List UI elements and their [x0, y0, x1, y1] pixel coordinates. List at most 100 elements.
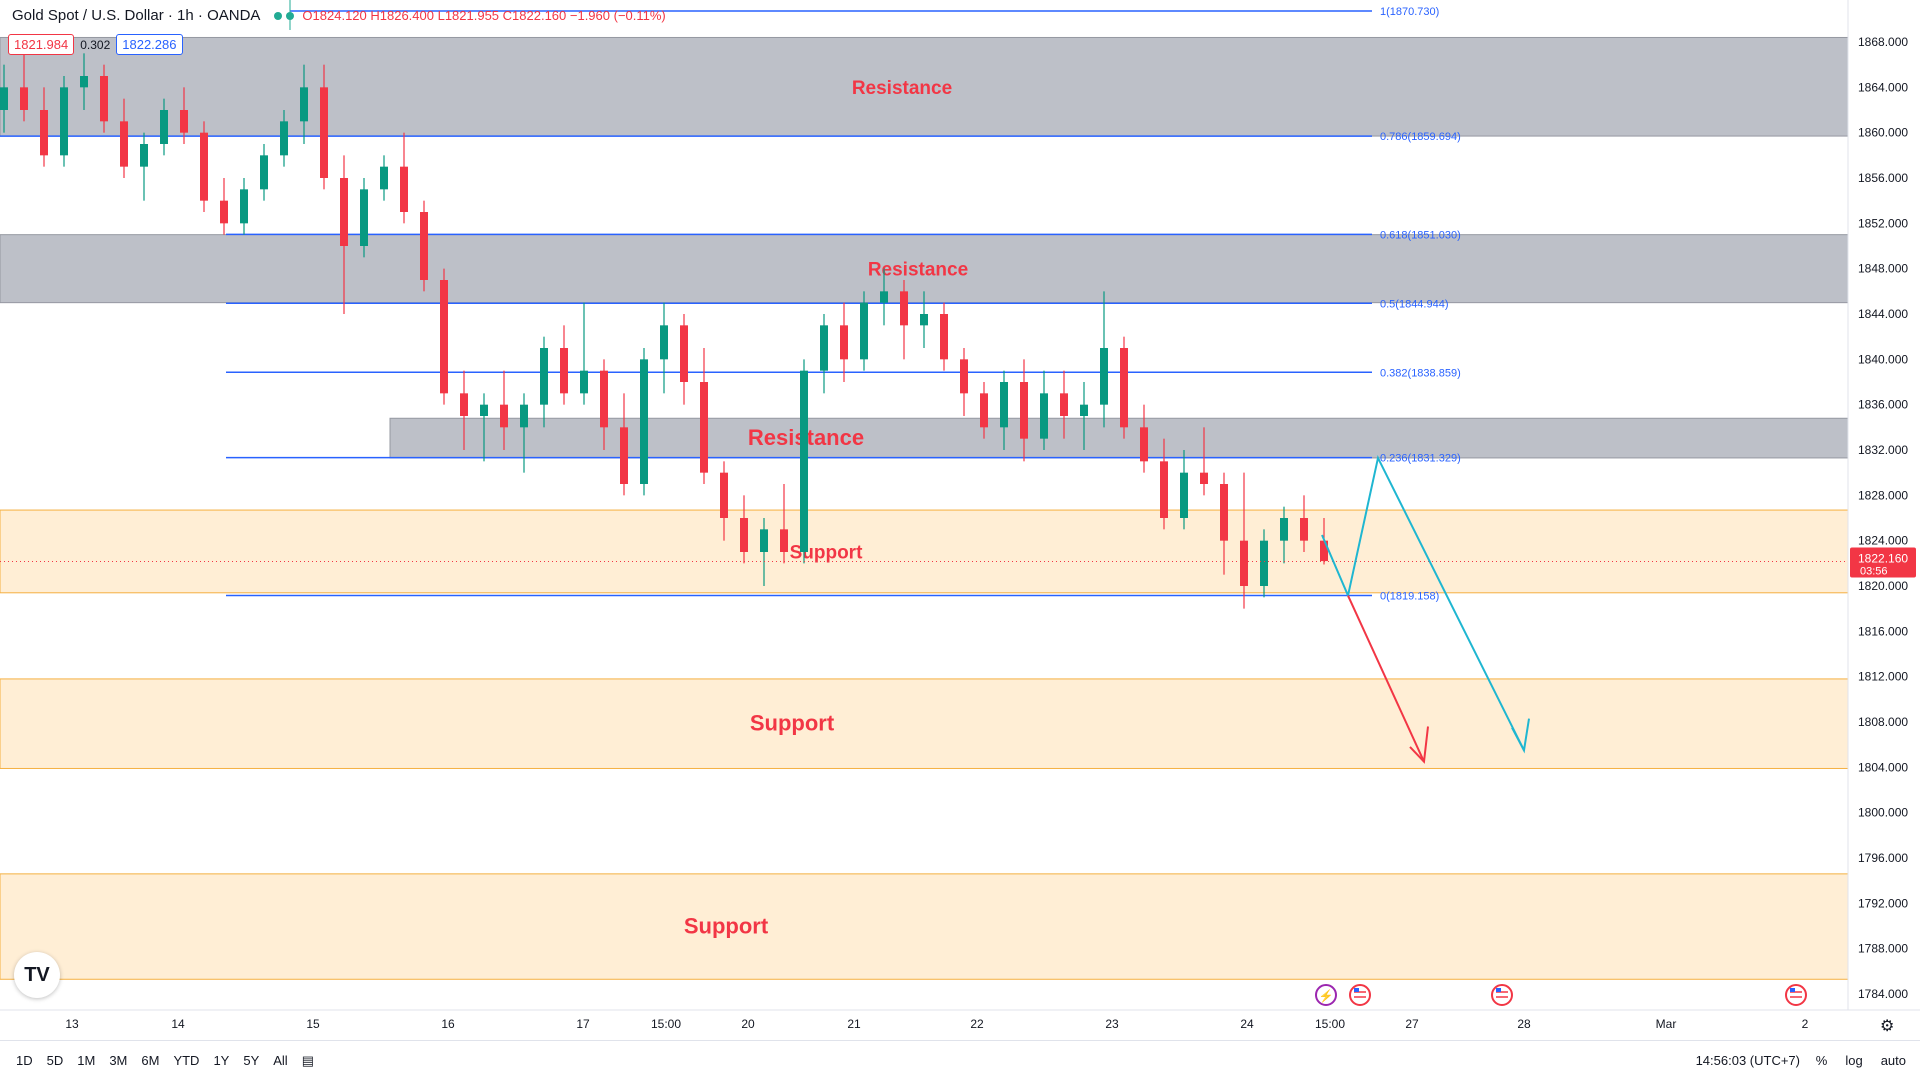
- fib-label: 0.786(1859.694): [1380, 131, 1461, 143]
- candle: [1280, 506, 1288, 564]
- zone-label: Resistance: [852, 78, 952, 99]
- candle: [60, 76, 68, 167]
- candle: [420, 200, 428, 292]
- lightning-glyph: ⚡: [1319, 989, 1334, 1003]
- timeframe-6m[interactable]: 6M: [141, 1053, 160, 1068]
- candle: [780, 484, 788, 564]
- timeframe-1m[interactable]: 1M: [77, 1053, 96, 1068]
- price-tick-label: 1808.000: [1858, 715, 1908, 729]
- zone-label: Support: [750, 711, 835, 736]
- timeframe-5d[interactable]: 5D: [46, 1053, 64, 1068]
- candle: [200, 121, 208, 212]
- candle: [1220, 472, 1228, 575]
- buy-price-button[interactable]: 1822.286: [116, 34, 183, 55]
- candle-body: [240, 189, 248, 224]
- candle-body: [920, 314, 928, 326]
- candle: [1020, 359, 1028, 462]
- time-tick-label: 15:00: [651, 1017, 681, 1031]
- candle-body: [1240, 540, 1248, 586]
- candle-body: [1180, 472, 1188, 518]
- time-tick-label: 15: [306, 1017, 320, 1031]
- chart-header: Gold Spot / U.S. Dollar · 1h · OANDA O18…: [12, 7, 666, 24]
- candle-body: [960, 359, 968, 394]
- candle: [620, 393, 628, 496]
- zone-support: [0, 678, 1849, 769]
- auto-scale-toggle[interactable]: auto: [1880, 1053, 1906, 1068]
- candle-body: [1140, 427, 1148, 462]
- candle: [1240, 472, 1248, 609]
- candle-body: [180, 110, 188, 133]
- price-tick-label: 1828.000: [1858, 488, 1908, 502]
- candle: [180, 87, 188, 144]
- candle-body: [300, 87, 308, 122]
- date-range-icon[interactable]: ▤: [301, 1053, 314, 1068]
- sell-price-button[interactable]: 1821.984: [8, 34, 75, 55]
- price-tick-label: 1860.000: [1858, 126, 1908, 140]
- candle-body: [740, 518, 748, 552]
- candle-body: [660, 325, 668, 360]
- price-tick-label: 1836.000: [1858, 398, 1908, 412]
- timeframe-1d[interactable]: 1D: [16, 1053, 33, 1068]
- scale-tools: % log auto: [1816, 1053, 1906, 1068]
- timeframe-ytd[interactable]: YTD: [173, 1053, 200, 1068]
- timeframe-3m[interactable]: 3M: [109, 1053, 128, 1068]
- candle: [140, 132, 148, 201]
- candle-body: [440, 280, 448, 394]
- log-scale-toggle[interactable]: log: [1845, 1053, 1863, 1068]
- candle-body: [720, 472, 728, 518]
- price-tick-label: 1804.000: [1858, 760, 1908, 774]
- candle: [340, 155, 348, 314]
- candle-body: [220, 200, 228, 224]
- candle-body: [260, 155, 268, 190]
- candle: [560, 325, 568, 405]
- candle: [1300, 495, 1308, 552]
- price-tick-label: 1784.000: [1858, 987, 1908, 1001]
- candle-body: [1160, 461, 1168, 518]
- price-tick-label: 1844.000: [1858, 307, 1908, 321]
- clock-readout[interactable]: 14:56:03 (UTC+7): [1695, 1053, 1800, 1068]
- projection-arrow-down: [1347, 595, 1425, 763]
- trade-prices: 1821.984 0.302 1822.286: [8, 34, 183, 55]
- percent-scale-toggle[interactable]: %: [1815, 1053, 1828, 1068]
- tradingview-logo-icon[interactable]: TV: [14, 952, 60, 998]
- candle-body: [640, 359, 648, 484]
- candle-body: [1300, 518, 1308, 541]
- last-price-label: 1822.160: [1858, 552, 1908, 566]
- fib-label: 0.618(1851.030): [1380, 229, 1461, 241]
- zone-support: [0, 873, 1849, 980]
- price-axis: 1868.000 1864.000 1860.000 1856.000 1852.000…: [1847, 0, 1920, 1010]
- time-tick-label: Mar: [1656, 1017, 1677, 1031]
- candle: [480, 393, 488, 462]
- time-tick-label: 16: [441, 1017, 455, 1031]
- arrowhead-red: [1409, 726, 1429, 764]
- candle: [460, 370, 468, 450]
- candle-body: [980, 393, 988, 428]
- zone-resistance: [389, 417, 1849, 459]
- time-tick-label: 21: [847, 1017, 861, 1031]
- timeframe-5y[interactable]: 5Y: [243, 1053, 260, 1068]
- timeframe-all[interactable]: All: [273, 1053, 288, 1068]
- time-tick-label: 23: [1105, 1017, 1119, 1031]
- fib-label: 0.5(1844.944): [1380, 298, 1449, 310]
- timeframe-1y[interactable]: 1Y: [213, 1053, 230, 1068]
- candle: [500, 370, 508, 450]
- time-axis: 13 14 15 16 17 15:00 20 21 22 23 24 15:00 27 28 Mar 2: [0, 1009, 1920, 1031]
- price-tick-label: 1832.000: [1858, 443, 1908, 457]
- candle-body: [1060, 393, 1068, 416]
- fib-label: 0.382(1838.859): [1380, 367, 1461, 379]
- flag-canton: [1496, 988, 1501, 992]
- symbol-title[interactable]: Gold Spot / U.S. Dollar · 1h · OANDA: [12, 7, 261, 24]
- gear-icon[interactable]: ⚙: [1880, 1018, 1895, 1035]
- candle-body: [1040, 393, 1048, 439]
- candle: [380, 155, 388, 201]
- candle-body: [820, 325, 828, 371]
- time-tick-label: 28: [1517, 1017, 1531, 1031]
- candle: [40, 87, 48, 167]
- flag-canton: [1354, 988, 1359, 992]
- candle-body: [1000, 382, 1008, 428]
- candle: [720, 461, 728, 541]
- candle: [700, 348, 708, 484]
- candle: [260, 144, 268, 201]
- candle: [1140, 404, 1148, 473]
